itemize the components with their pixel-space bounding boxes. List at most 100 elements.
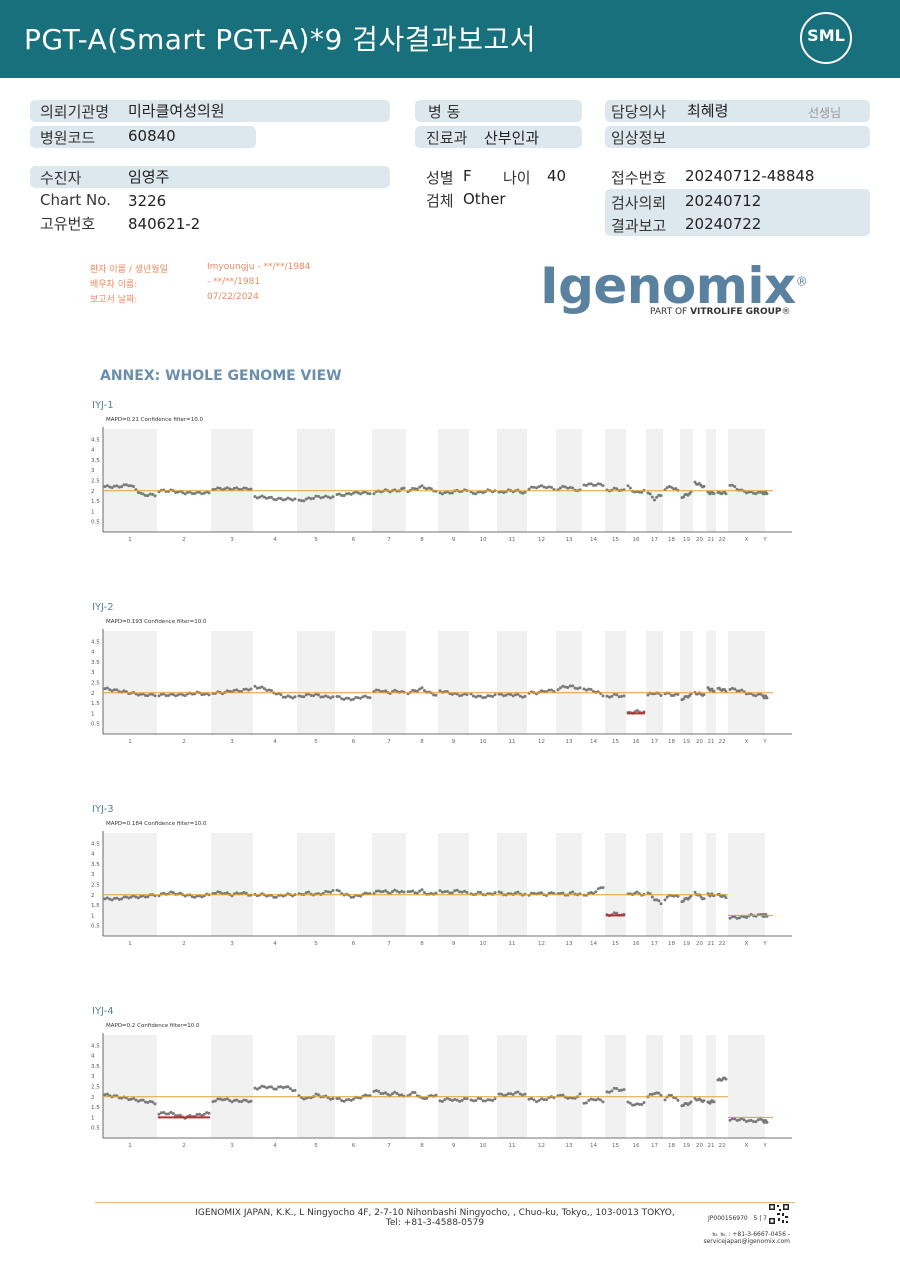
copy-number-point	[502, 694, 506, 698]
x-tick-label: 14	[590, 1143, 597, 1149]
copy-number-point	[284, 695, 288, 699]
copy-number-point	[469, 1098, 473, 1102]
copy-number-point	[650, 495, 654, 499]
copy-number-point	[304, 693, 308, 697]
copy-number-point	[568, 485, 572, 489]
copy-number-point	[571, 890, 575, 894]
copy-number-point	[218, 1097, 222, 1101]
copy-number-point	[631, 1103, 635, 1107]
copy-number-point	[453, 889, 457, 893]
copy-number-point	[682, 697, 685, 701]
copy-number-point	[386, 1092, 390, 1096]
chromosome-band	[211, 429, 253, 532]
copy-number-point	[640, 490, 644, 494]
copy-number-point	[458, 694, 462, 698]
copy-number-point	[381, 1091, 385, 1095]
y-tick-label: 1	[91, 913, 95, 919]
x-tick-label: 10	[480, 941, 487, 947]
footer-page: 5 | 7	[753, 1215, 767, 1222]
copy-number-point	[402, 890, 406, 894]
copy-number-point	[453, 1097, 457, 1101]
y-tick-label: 3	[91, 1074, 95, 1080]
brand-sub-post: ®	[781, 307, 791, 317]
copy-number-point	[420, 686, 424, 690]
copy-number-point	[103, 687, 107, 691]
y-tick-label: 0.5	[91, 722, 100, 728]
patient-value: 임영주	[128, 168, 170, 186]
copy-number-point	[381, 690, 385, 694]
copy-number-point	[497, 692, 501, 696]
copy-number-point	[499, 891, 503, 895]
copy-number-point	[321, 695, 325, 699]
copy-number-point	[159, 692, 163, 696]
copy-number-point	[390, 1092, 394, 1096]
copy-number-point	[659, 694, 663, 698]
receipt-label: 접수번호	[611, 169, 667, 187]
copy-number-point	[443, 491, 447, 495]
copy-number-point	[344, 492, 348, 496]
copy-number-point	[211, 891, 215, 895]
chromosome-band	[646, 833, 663, 936]
copy-number-point	[499, 692, 503, 696]
copy-number-point	[127, 1098, 131, 1102]
copy-number-point	[552, 488, 556, 492]
chromosome-band	[438, 631, 469, 734]
x-tick-label: 20	[696, 537, 703, 543]
copy-number-point	[265, 688, 269, 692]
copy-number-point	[418, 889, 422, 893]
copy-number-point	[117, 485, 121, 489]
copy-number-point	[450, 891, 454, 895]
copy-number-point	[356, 696, 360, 700]
footer-contact-phone: ℡ ℡ : +81-3-6667-0456 -	[711, 1231, 790, 1238]
copy-number-point	[103, 1093, 107, 1097]
copy-number-point	[197, 1112, 201, 1116]
copy-number-point	[335, 695, 339, 699]
copy-number-point	[465, 891, 469, 895]
copy-number-point	[244, 891, 248, 895]
copy-number-point	[372, 689, 376, 693]
copy-number-point	[302, 695, 306, 699]
copy-number-point	[759, 1117, 763, 1121]
dept-label: 진료과	[426, 129, 468, 147]
copy-number-point	[724, 492, 728, 496]
copy-number-point	[530, 485, 533, 489]
x-tick-label: 14	[590, 537, 597, 543]
copy-number-point	[571, 684, 575, 688]
copy-number-point	[207, 491, 211, 495]
ward-label: 병 동	[428, 103, 461, 121]
copy-number-point	[291, 498, 295, 502]
copy-number-point	[474, 1099, 478, 1103]
copy-number-point	[599, 886, 603, 890]
copy-number-point	[213, 1099, 217, 1103]
copy-number-point	[218, 486, 222, 490]
copy-number-point	[676, 1098, 680, 1102]
copy-number-point	[460, 890, 464, 894]
copy-number-point	[509, 693, 513, 697]
chromosome-band	[605, 1035, 626, 1138]
copy-number-point	[752, 693, 756, 697]
report-label: 결과보고	[611, 217, 667, 235]
copy-number-point	[235, 891, 239, 895]
copy-number-point	[620, 694, 624, 698]
copy-number-point	[197, 490, 201, 494]
y-tick-label: 1	[91, 711, 95, 717]
x-tick-label: 4	[273, 1143, 277, 1149]
chromosome-band	[103, 631, 157, 734]
x-tick-label: 21	[708, 739, 715, 745]
copy-number-point	[626, 1100, 630, 1104]
copy-number-point	[615, 487, 619, 491]
copy-number-point	[465, 693, 469, 697]
copy-number-point	[193, 492, 197, 496]
copy-number-point	[733, 1117, 737, 1121]
x-tick-label: 1	[128, 537, 132, 543]
copy-number-point	[413, 1091, 417, 1095]
copy-number-point	[395, 1091, 399, 1095]
copy-number-point	[556, 688, 560, 692]
copy-number-point	[730, 915, 734, 919]
copy-number-point	[471, 491, 475, 495]
copy-number-point	[486, 694, 490, 698]
copy-number-point	[307, 890, 311, 894]
copy-number-point	[610, 1089, 614, 1093]
copy-number-point	[460, 693, 464, 697]
copy-number-point	[450, 1098, 454, 1102]
